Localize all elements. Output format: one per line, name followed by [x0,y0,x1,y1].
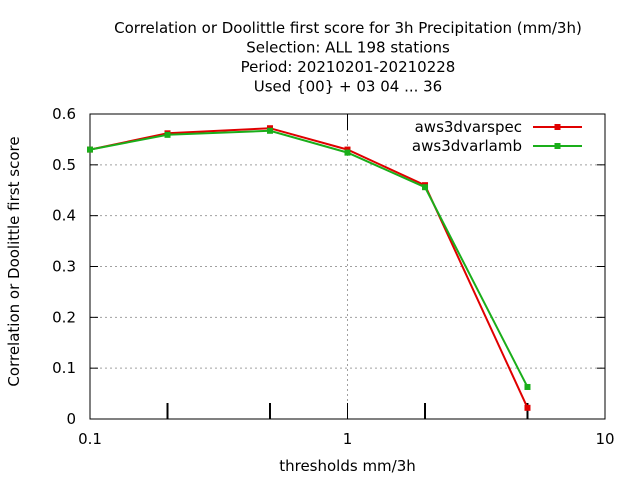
title-line-1: Correlation or Doolittle first score for… [114,19,582,37]
series-aws3dvarlamb [87,127,531,390]
data-point [87,146,93,153]
grid-lines [90,114,605,419]
x-axis-label: thresholds mm/3h [279,457,416,475]
y-tick-label: 0.6 [52,105,76,123]
data-point [344,149,351,156]
y-tick-label: 0.5 [52,156,76,174]
x-tick-label: 10 [595,430,614,448]
legend-swatch-marker [554,124,561,130]
series-line [89,129,529,388]
axis-ticks: 00.10.20.30.40.50.60.1 1 10 [52,105,614,448]
series-aws3dvarspec [87,125,531,411]
title-line-4: Used {00} + 03 04 ... 36 [254,78,442,96]
legend-item: aws3dvarspec [415,118,582,136]
y-tick-label: 0.1 [52,359,76,377]
legend-label: aws3dvarlamb [412,137,522,155]
legend-swatch-marker [554,143,561,149]
x-tick-label: 0.1 [78,430,102,448]
data-point [344,146,351,153]
y-tick-label: 0.4 [52,207,76,225]
title-line-3: Period: 20210201-20210228 [241,58,456,76]
data-point [422,184,429,191]
chart-title: Correlation or Doolittle first score for… [114,19,582,96]
title-line-2: Selection: ALL 198 stations [246,39,450,57]
y-tick-label: 0.3 [52,258,76,276]
legend-label: aws3dvarspec [415,118,522,136]
data-point [524,404,531,411]
data-point [164,131,171,138]
y-tick-label: 0.2 [52,308,76,326]
data-point [266,127,273,134]
series-group [87,125,531,411]
y-tick-label: 0 [66,410,76,428]
x-tick-label: 1 [343,430,353,448]
legend-item: aws3dvarlamb [412,137,582,155]
data-point [524,383,531,390]
series-line [89,127,529,409]
y-axis-label: Correlation or Doolittle first score [5,136,23,386]
